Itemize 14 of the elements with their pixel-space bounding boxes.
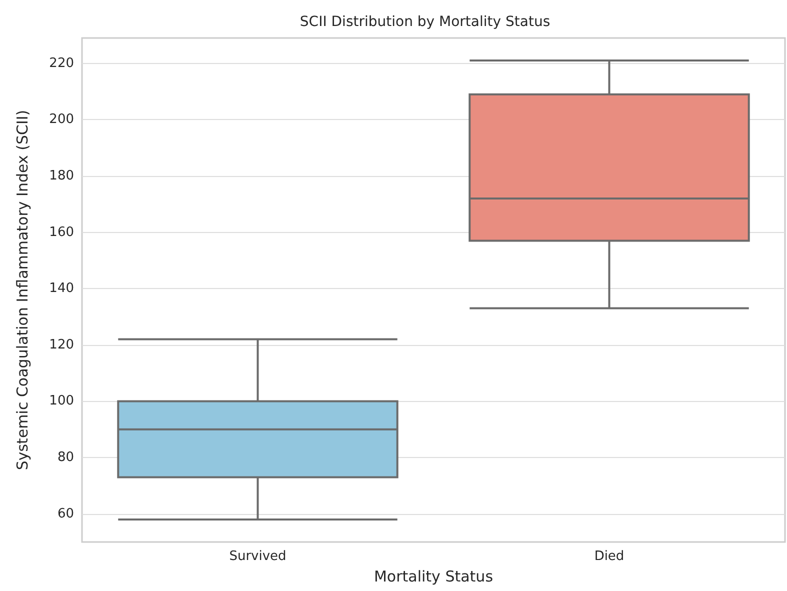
y-tick-label: 140: [49, 281, 74, 296]
x-axis-title: Mortality Status: [374, 568, 494, 586]
y-tick-label: 200: [49, 112, 74, 128]
y-tick-label: 180: [49, 168, 74, 184]
x-tick-label: Survived: [229, 549, 286, 564]
y-tick-label: 80: [57, 450, 74, 466]
x-tick-label: Died: [594, 549, 624, 564]
y-axis-title: Systemic Coagulation Inflammatory Index (SCII): [14, 110, 32, 470]
y-tick-label: 60: [57, 506, 74, 522]
y-tick-label: 220: [49, 56, 74, 71]
y-tick-label: 120: [49, 337, 74, 352]
chart-title: SCII Distribution by Mortality Status: [300, 14, 550, 30]
y-tick-label: 100: [49, 394, 74, 409]
y-tick-label: 160: [49, 224, 74, 240]
